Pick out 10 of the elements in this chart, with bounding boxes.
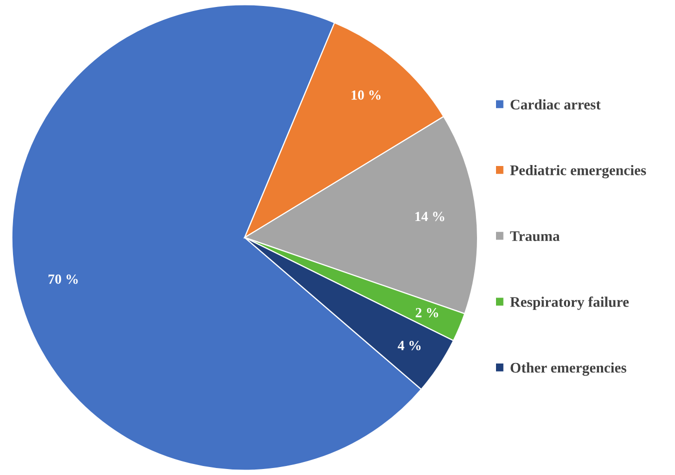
data-label: 14 % [415, 212, 444, 222]
legend-label: Trauma [510, 231, 560, 242]
data-label: 70 % [48, 274, 78, 284]
legend-label: Pediatric emergencies [510, 164, 646, 178]
legend-label: Respiratory failure [510, 296, 629, 310]
data-label: 4 % [398, 340, 421, 350]
legend-label: Other emergencies [510, 362, 626, 376]
data-label: 2 % [416, 308, 438, 318]
data-label: 10 % [352, 90, 380, 100]
legend-label: Cardiac arrest [510, 99, 601, 110]
